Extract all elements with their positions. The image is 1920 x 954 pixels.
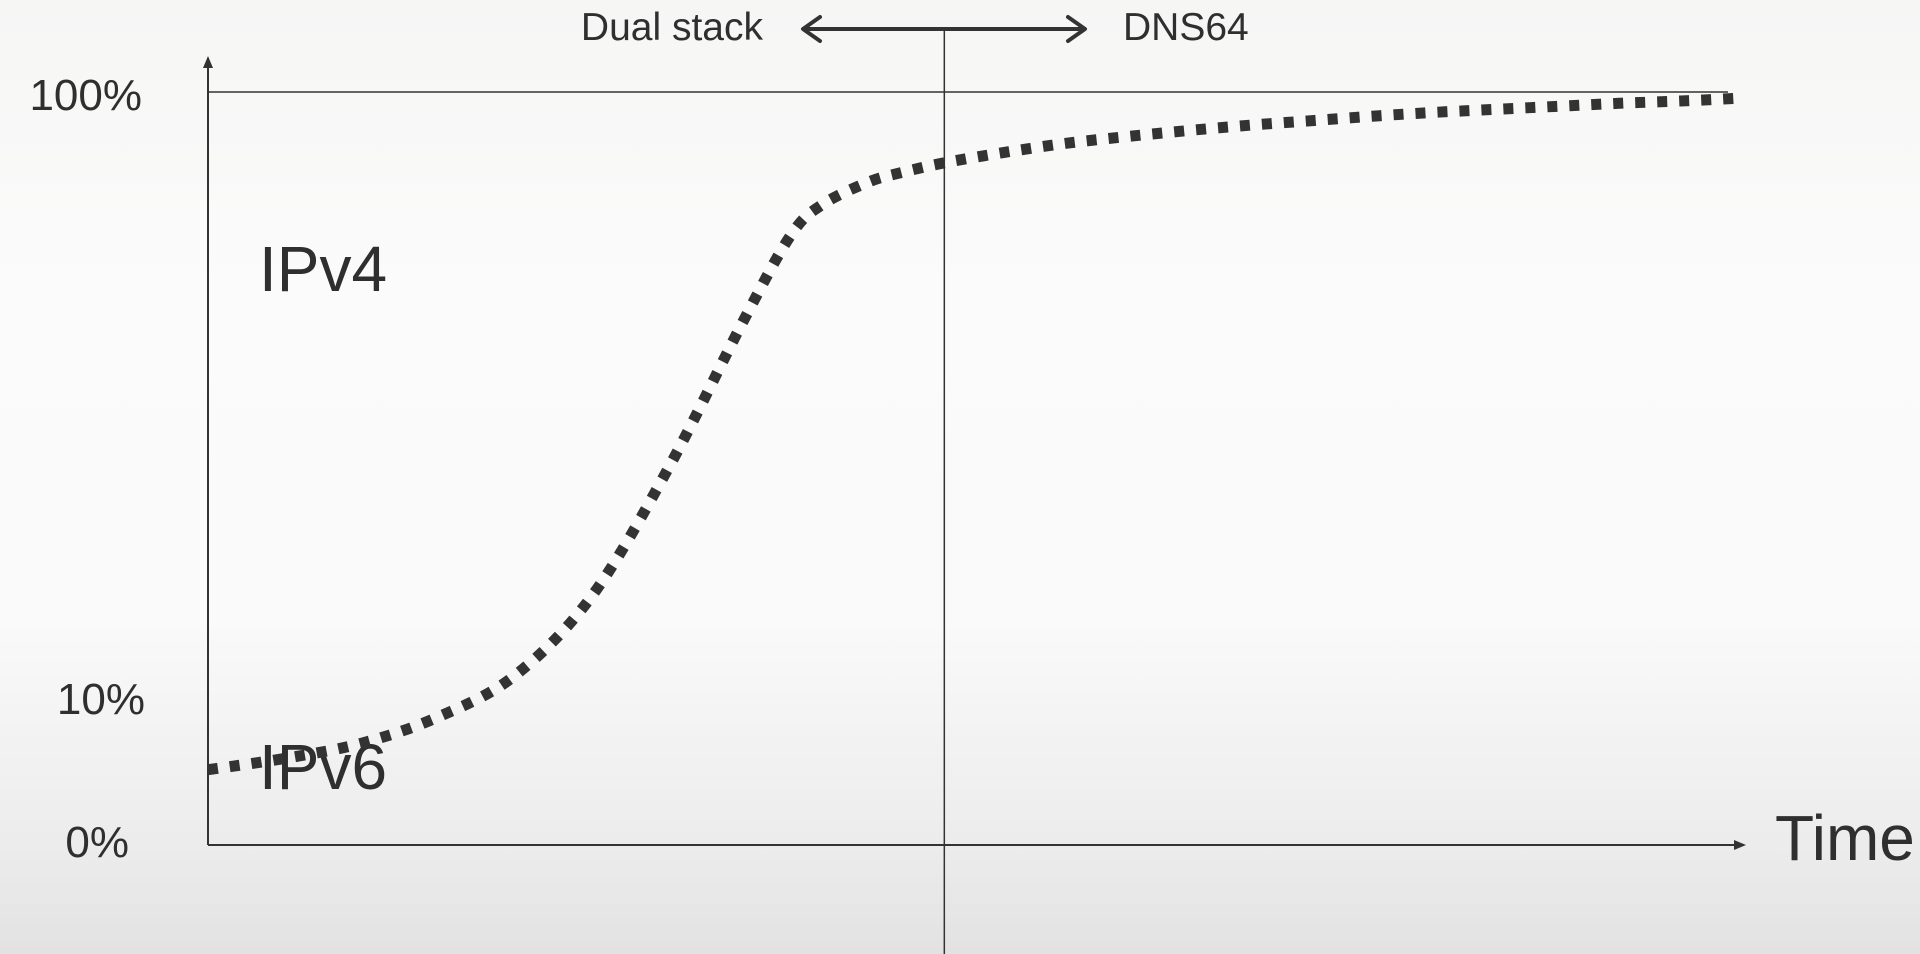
dual-stack-label: Dual stack <box>581 6 764 49</box>
x-axis-label: Time <box>1775 802 1915 874</box>
double-arrow-icon <box>801 15 1087 43</box>
ipv4-region-label: IPv4 <box>259 233 387 305</box>
dns64-label: DNS64 <box>1123 6 1249 49</box>
y-tick-label-100: 100% <box>29 71 142 120</box>
adoption-curve <box>207 92 1743 776</box>
y-tick-label-0: 0% <box>65 818 129 867</box>
y-tick-label-10: 10% <box>57 675 145 724</box>
